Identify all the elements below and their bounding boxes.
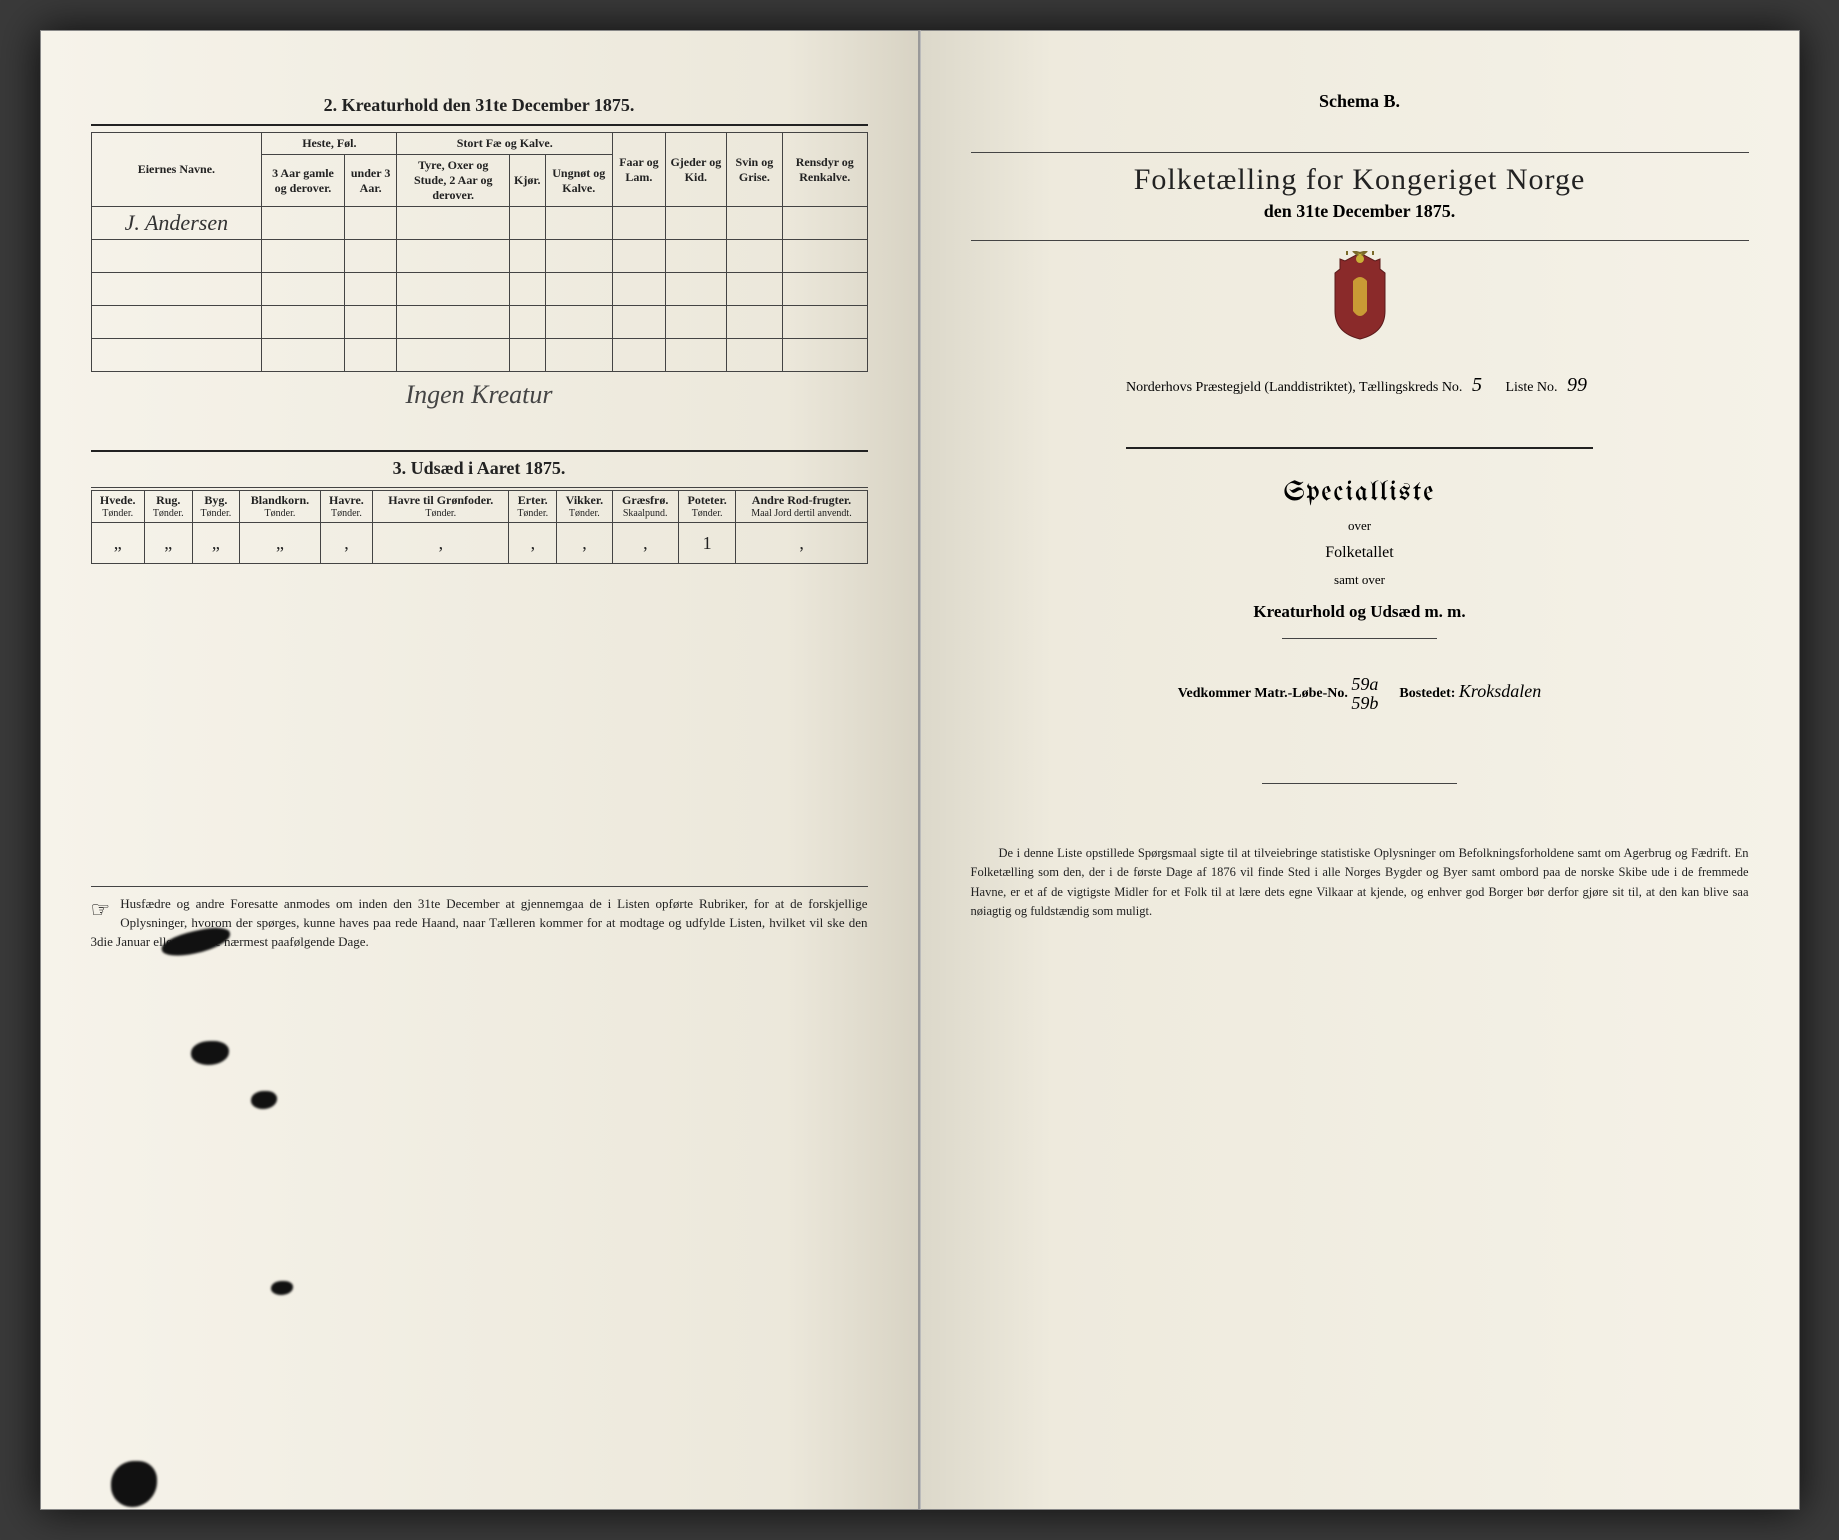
rule bbox=[971, 152, 1749, 153]
left-page: 2. Kreaturhold den 31te December 1875. E… bbox=[40, 30, 920, 1510]
right-page: Schema B. Folketælling for Kongeriget No… bbox=[920, 30, 1800, 1510]
seed-col: Erter.Tønder. bbox=[509, 491, 557, 523]
section2-title: 2. Kreaturhold den 31te December 1875. bbox=[91, 95, 868, 116]
samt-label: samt over bbox=[971, 572, 1749, 588]
matr-label: Vedkommer Matr.-Løbe-No. bbox=[1178, 686, 1348, 701]
coat-of-arms-icon bbox=[971, 251, 1749, 346]
rule bbox=[91, 450, 868, 452]
rule bbox=[91, 886, 868, 887]
over-label: over bbox=[971, 518, 1749, 534]
seed-cell: ‚ bbox=[612, 523, 678, 564]
col-sheep: Faar og Lam. bbox=[612, 133, 665, 207]
bostedet-value: Kroksdalen bbox=[1459, 681, 1541, 701]
table-row bbox=[91, 273, 867, 306]
col-group-cattle: Stort Fæ og Kalve. bbox=[397, 133, 612, 155]
rule bbox=[91, 124, 868, 126]
seed-col: Græsfrø.Skaalpund. bbox=[612, 491, 678, 523]
seed-cell: „ bbox=[91, 523, 144, 564]
district-line: Norderhovs Præstegjeld (Landdistriktet),… bbox=[971, 374, 1749, 397]
seed-data-row: „ „ „ „ ‚ ‚ ‚ ‚ ‚ 1 ‚ bbox=[91, 523, 867, 564]
seed-col: Byg.Tønder. bbox=[192, 491, 240, 523]
sub-cattle-b: Kjør. bbox=[509, 155, 545, 207]
seed-cell: ‚ bbox=[509, 523, 557, 564]
seed-col: Vikker.Tønder. bbox=[557, 491, 613, 523]
seed-col: Rug.Tønder. bbox=[144, 491, 192, 523]
seed-cell: ‚ bbox=[320, 523, 372, 564]
seed-col: Andre Rod-frugter.Maal Jord dertil anven… bbox=[736, 491, 867, 523]
handwritten-note: Ingen Kreatur bbox=[91, 380, 868, 410]
rule bbox=[91, 487, 868, 488]
col-owner: Eiernes Navne. bbox=[91, 133, 262, 207]
seed-cell: „ bbox=[240, 523, 321, 564]
rule bbox=[971, 240, 1749, 241]
sub-cattle-a: Tyre, Oxer og Stude, 2 Aar og derover. bbox=[397, 155, 510, 207]
sub-horse-a: 3 Aar gamle og derover. bbox=[262, 155, 345, 207]
livestock-table: Eiernes Navne. Heste, Føl. Stort Fæ og K… bbox=[91, 132, 868, 372]
book-spread: 2. Kreaturhold den 31te December 1875. E… bbox=[40, 30, 1800, 1510]
section3-title: 3. Udsæd i Aaret 1875. bbox=[91, 458, 868, 479]
sub-cattle-c: Ungnøt og Kalve. bbox=[545, 155, 612, 207]
liste-number: 99 bbox=[1561, 374, 1593, 396]
seed-table: Hvede.Tønder. Rug.Tønder. Byg.Tønder. Bl… bbox=[91, 490, 868, 564]
folketallet-label: Folketallet bbox=[971, 544, 1749, 562]
kreds-number: 5 bbox=[1466, 374, 1488, 396]
col-goat: Gjeder og Kid. bbox=[665, 133, 726, 207]
liste-label: Liste No. bbox=[1505, 380, 1557, 395]
seed-cell: ‚ bbox=[557, 523, 613, 564]
sub-horse-b: under 3 Aar. bbox=[344, 155, 397, 207]
seed-cell: ‚ bbox=[373, 523, 509, 564]
table-row bbox=[91, 240, 867, 273]
pointing-hand-icon: ☞ bbox=[91, 897, 111, 923]
matr-line: Vedkommer Matr.-Løbe-No. 59a 59b Bostede… bbox=[971, 675, 1749, 713]
seed-col: Poteter.Tønder. bbox=[678, 491, 736, 523]
seed-cell: ‚ bbox=[736, 523, 867, 564]
bostedet-label: Bostedet: bbox=[1399, 686, 1455, 701]
schema-label: Schema B. bbox=[971, 91, 1749, 112]
seed-cell: „ bbox=[192, 523, 240, 564]
census-date: den 31te December 1875. bbox=[971, 201, 1749, 222]
kreatur-label: Kreaturhold og Udsæd m. m. bbox=[971, 602, 1749, 622]
seed-cell: „ bbox=[144, 523, 192, 564]
seed-col: Havre til Grønfoder.Tønder. bbox=[373, 491, 509, 523]
seed-header-row: Hvede.Tønder. Rug.Tønder. Byg.Tønder. Bl… bbox=[91, 491, 867, 523]
seed-col: Blandkorn.Tønder. bbox=[240, 491, 321, 523]
seed-col: Hvede.Tønder. bbox=[91, 491, 144, 523]
right-footnote: De i denne Liste opstillede Spørgsmaal s… bbox=[971, 844, 1749, 922]
district-prefix: Norderhovs Præstegjeld (Landdistriktet),… bbox=[1126, 380, 1462, 395]
matr-no-b: 59b bbox=[1351, 693, 1378, 713]
ink-blot bbox=[251, 1091, 277, 1109]
col-pig: Svin og Grise. bbox=[726, 133, 782, 207]
rule bbox=[1126, 447, 1593, 449]
specialliste-heading: Specialliste bbox=[971, 479, 1749, 508]
rule bbox=[1282, 638, 1438, 639]
rule bbox=[1262, 783, 1457, 784]
owner-name: J. Andersen bbox=[91, 207, 262, 240]
ink-blot bbox=[191, 1041, 229, 1065]
census-title: Folketælling for Kongeriget Norge bbox=[971, 163, 1749, 197]
ink-blot bbox=[271, 1281, 293, 1295]
seed-col: Havre.Tønder. bbox=[320, 491, 372, 523]
col-group-horse: Heste, Føl. bbox=[262, 133, 397, 155]
table-row bbox=[91, 306, 867, 339]
col-reindeer: Rensdyr og Renkalve. bbox=[783, 133, 868, 207]
ink-blot bbox=[111, 1461, 157, 1507]
table-row: J. Andersen bbox=[91, 207, 867, 240]
seed-cell: 1 bbox=[678, 523, 736, 564]
matr-no-a: 59a bbox=[1351, 674, 1378, 694]
table-row bbox=[91, 339, 867, 372]
